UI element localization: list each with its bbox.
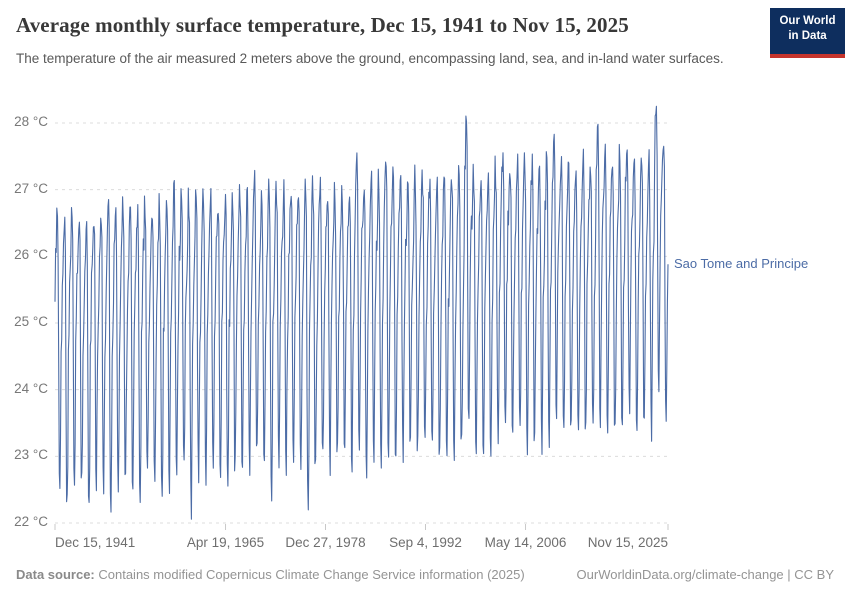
data-source-label: Data source: xyxy=(16,567,95,582)
x-axis-tick-label: Apr 19, 1965 xyxy=(186,535,265,550)
y-axis-tick-label: 27 °C xyxy=(14,180,48,196)
owid-logo[interactable]: Our World in Data xyxy=(770,8,845,58)
chart-subtitle: The temperature of the air measured 2 me… xyxy=(16,51,724,66)
x-axis-tick-label: Sep 4, 1992 xyxy=(389,535,462,550)
chart-footer: Data source: Contains modified Copernicu… xyxy=(16,567,834,582)
x-axis-tick-label: May 14, 2006 xyxy=(484,535,567,550)
owid-logo-line1: Our World xyxy=(779,15,836,27)
y-axis-tick-label: 25 °C xyxy=(14,314,48,329)
chart-title: Average monthly surface temperature, Dec… xyxy=(16,13,629,37)
y-axis-tick-label: 23 °C xyxy=(14,447,48,463)
y-axis-tick-label: 28 °C xyxy=(14,114,48,129)
data-source-text: Contains modified Copernicus Climate Cha… xyxy=(94,567,525,582)
x-axis-tick-label: Dec 15, 1941 xyxy=(55,535,136,550)
x-axis-tick-label: Dec 27, 1978 xyxy=(285,535,366,550)
series-end-label-sao-tome-and-principe[interactable]: Sao Tome and Principe xyxy=(674,256,809,272)
owid-logo-line2: in Data xyxy=(788,29,827,42)
owid-license-link[interactable]: OurWorldinData.org/climate-change | CC B… xyxy=(576,567,834,582)
series-line-sao-tome-and-principe[interactable] xyxy=(54,105,669,520)
y-axis-tick-label: 26 °C xyxy=(14,247,48,263)
y-axis-tick-label: 24 °C xyxy=(14,380,48,396)
x-axis-tick-label: Nov 15, 2025 xyxy=(587,535,668,550)
data-source-note: Data source: Contains modified Copernicu… xyxy=(16,567,525,582)
y-axis-tick-label: 22 °C xyxy=(14,514,48,529)
